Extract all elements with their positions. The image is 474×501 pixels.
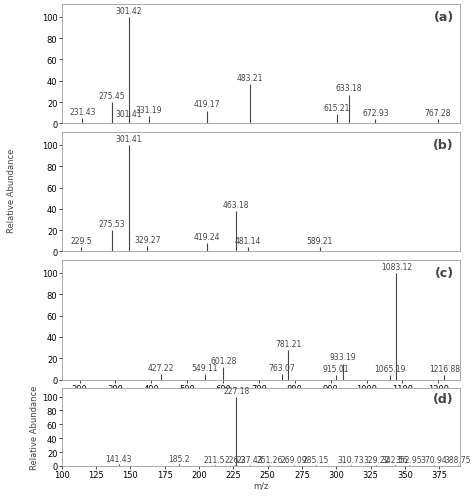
- Text: 463.18: 463.18: [223, 200, 249, 209]
- Text: 269.09: 269.09: [281, 455, 307, 464]
- Text: 601.28: 601.28: [210, 356, 237, 365]
- Y-axis label: Relative Abundance: Relative Abundance: [30, 385, 39, 469]
- Text: 226.2: 226.2: [224, 455, 246, 464]
- Text: 301.41: 301.41: [116, 110, 142, 119]
- Text: 211.5: 211.5: [204, 455, 226, 464]
- Text: (a): (a): [434, 11, 454, 24]
- Text: 285.15: 285.15: [302, 455, 329, 464]
- Text: 275.45: 275.45: [99, 92, 125, 101]
- Text: 481.14: 481.14: [235, 236, 261, 245]
- Text: 229.5: 229.5: [70, 236, 92, 245]
- Text: 227.18: 227.18: [223, 386, 249, 395]
- Text: 672.93: 672.93: [362, 109, 389, 118]
- Text: 419.24: 419.24: [194, 232, 220, 241]
- Text: 633.18: 633.18: [336, 84, 362, 93]
- Text: 1065.19: 1065.19: [374, 364, 406, 373]
- Text: 781.21: 781.21: [275, 339, 301, 348]
- X-axis label: m/z: m/z: [253, 394, 268, 403]
- Text: 615.21: 615.21: [324, 104, 350, 112]
- Text: 483.21: 483.21: [237, 74, 263, 83]
- Text: 251.26: 251.26: [256, 455, 283, 464]
- Text: 301.42: 301.42: [116, 7, 142, 16]
- Text: 342.56: 342.56: [382, 455, 408, 464]
- Text: 237.43: 237.43: [237, 455, 264, 464]
- Text: 763.07: 763.07: [268, 363, 295, 372]
- Text: 549.11: 549.11: [191, 363, 218, 372]
- Text: 231.43: 231.43: [69, 108, 96, 117]
- Text: 933.19: 933.19: [329, 353, 356, 362]
- Text: 185.2: 185.2: [168, 454, 189, 463]
- Text: 767.28: 767.28: [425, 109, 451, 118]
- Text: 388.75: 388.75: [445, 455, 471, 464]
- Text: 419.17: 419.17: [194, 100, 220, 109]
- Text: 1083.12: 1083.12: [381, 263, 412, 272]
- Text: 329.22: 329.22: [363, 455, 390, 464]
- Text: Relative Abundance: Relative Abundance: [8, 148, 16, 232]
- Text: 589.21: 589.21: [307, 236, 333, 245]
- Text: (d): (d): [433, 392, 454, 405]
- Text: 915.01: 915.01: [323, 364, 349, 373]
- Text: 275.53: 275.53: [99, 219, 125, 228]
- Text: 427.22: 427.22: [148, 363, 174, 372]
- Text: 141.43: 141.43: [105, 454, 132, 463]
- Text: 310.73: 310.73: [337, 455, 364, 464]
- Text: (c): (c): [435, 267, 454, 280]
- Text: 370.94: 370.94: [420, 455, 447, 464]
- Text: 331.19: 331.19: [136, 106, 162, 115]
- Text: 301.41: 301.41: [116, 134, 142, 143]
- X-axis label: m/z: m/z: [253, 480, 268, 489]
- Text: 1216.88: 1216.88: [429, 364, 460, 373]
- Text: (b): (b): [433, 139, 454, 152]
- Text: 352.95: 352.95: [396, 455, 422, 464]
- Text: 329.27: 329.27: [134, 235, 161, 244]
